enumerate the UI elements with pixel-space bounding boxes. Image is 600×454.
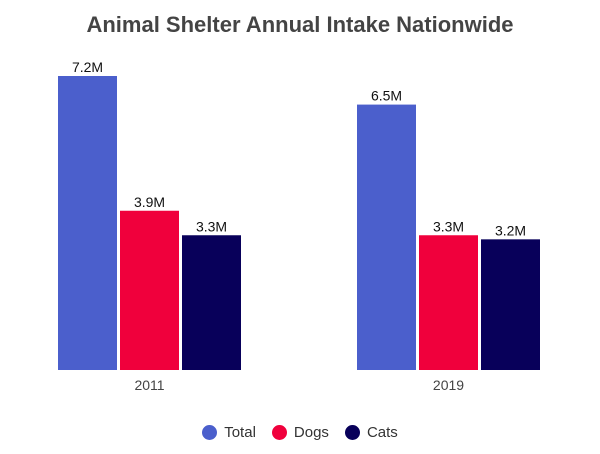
legend-label-cats: Cats (366, 424, 398, 441)
legend-swatch-cats (344, 425, 360, 440)
data-label-dogs-2011: 3.9M (134, 194, 165, 210)
legend-label-dogs: Dogs (293, 424, 329, 441)
data-label-cats-2011: 3.3M (196, 218, 227, 234)
x-tick-label-2011: 2011 (134, 377, 164, 393)
legend-swatch-dogs (271, 425, 287, 440)
legend-label-total: Total (224, 424, 256, 441)
data-label-total-2019: 6.5M (371, 88, 402, 104)
chart-title: Animal Shelter Annual Intake Nationwide (86, 12, 514, 37)
legend-item-total[interactable]: Total (202, 424, 256, 441)
bar-cats-2019 (481, 239, 540, 370)
bar-dogs-2011 (120, 210, 179, 370)
chart-legend: Total Dogs Cats (0, 424, 600, 441)
legend-swatch-total (202, 425, 218, 440)
x-tick-label-2019: 2019 (433, 377, 464, 393)
legend-item-cats[interactable]: Cats (344, 424, 398, 441)
bar-dogs-2019 (419, 235, 478, 370)
data-label-cats-2019: 3.2M (495, 222, 526, 238)
legend-item-dogs[interactable]: Dogs (271, 424, 329, 441)
bar-total-2019 (357, 104, 416, 370)
bar-cats-2011 (182, 235, 241, 370)
bar-total-2011 (58, 76, 117, 370)
data-label-total-2011: 7.2M (72, 59, 103, 75)
data-label-dogs-2019: 3.3M (433, 218, 464, 234)
